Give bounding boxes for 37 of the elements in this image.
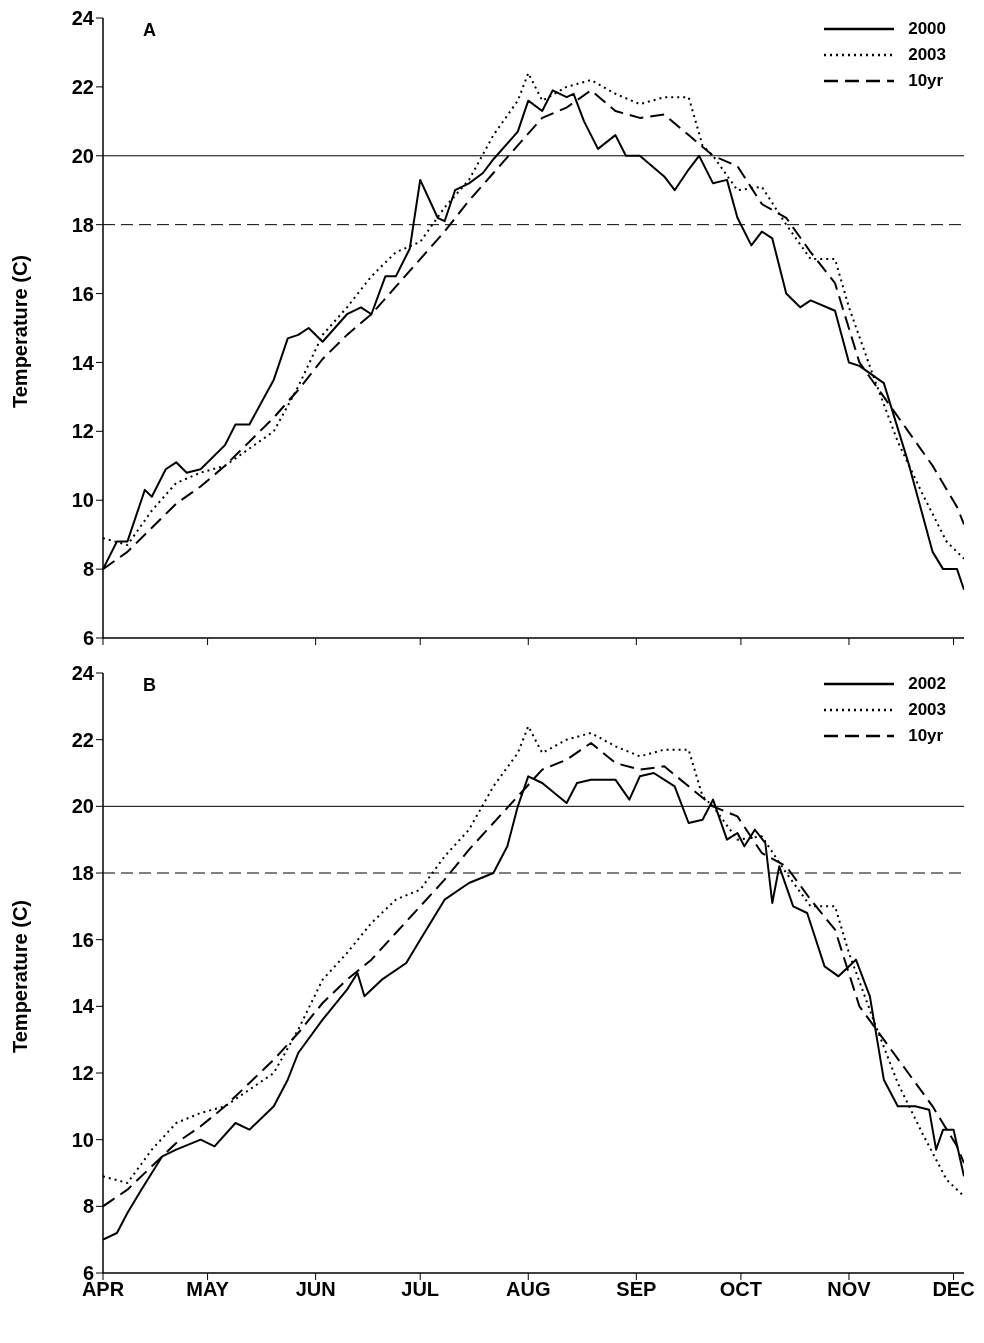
y-tick-label: 12	[71, 1062, 94, 1085]
x-tick-label: JUN	[295, 1278, 336, 1301]
y-axis-title: Temperature (C)	[9, 900, 32, 1053]
y-tick-label: 20	[71, 144, 94, 167]
y-tick-label: 16	[71, 928, 94, 951]
y-tick-label: 14	[71, 351, 95, 374]
y-tick-label: 10	[71, 489, 94, 512]
y-tick-label: 16	[71, 282, 94, 305]
y-tick-label: 22	[71, 75, 94, 98]
y-tick-label: 24	[71, 662, 95, 685]
legend-label: 2003	[908, 45, 946, 65]
x-tick-label: SEP	[616, 1278, 657, 1301]
x-tick-label: JUL	[401, 1278, 440, 1301]
y-tick-label: 18	[71, 862, 94, 885]
y-axis-title: Temperature (C)	[9, 255, 32, 408]
y-tick-label: 6	[82, 627, 94, 650]
x-tick-label: NOV	[827, 1278, 872, 1301]
y-tick-label: 10	[71, 1128, 94, 1151]
x-tick-label: OCT	[719, 1278, 763, 1301]
y-tick-label: 22	[71, 728, 94, 751]
legend-label: 2000	[908, 19, 946, 39]
y-tick-label: 18	[71, 213, 94, 236]
legend-label: 2003	[908, 700, 946, 720]
y-tick-label: 14	[71, 995, 95, 1018]
y-tick-label: 12	[71, 420, 94, 443]
x-tick-label: MAY	[186, 1278, 230, 1301]
annotation: B	[143, 675, 156, 696]
x-tick-label: DEC	[932, 1278, 975, 1301]
y-tick-label: 24	[71, 7, 95, 30]
y-tick-label: 20	[71, 795, 94, 818]
x-tick-label: AUG	[506, 1278, 551, 1301]
y-tick-label: 8	[82, 1195, 94, 1218]
legend-label: 2002	[908, 674, 946, 694]
legend-label: 10yr	[908, 726, 944, 746]
legend-label: 10yr	[908, 71, 944, 91]
annotation: A	[143, 20, 156, 41]
y-tick-label: 8	[82, 558, 94, 581]
